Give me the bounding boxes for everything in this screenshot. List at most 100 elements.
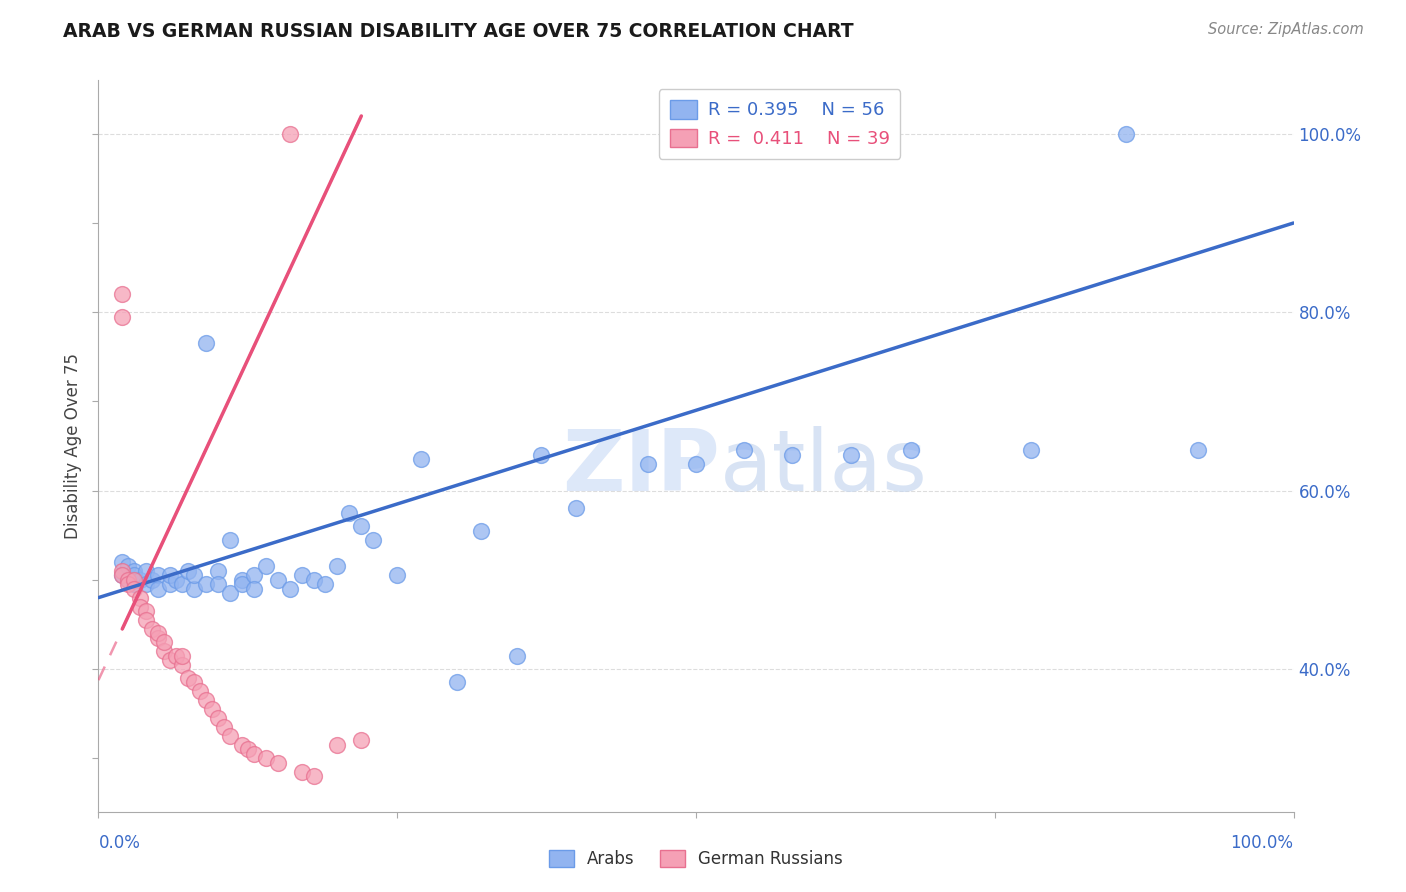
Point: [124, 573, 146, 587]
Point: [117, 577, 139, 591]
Point: [780, 448, 803, 462]
Point: [111, 310, 134, 324]
Point: [219, 729, 242, 743]
Point: [195, 693, 218, 707]
Point: [141, 573, 163, 587]
Point: [315, 577, 337, 591]
Point: [111, 564, 134, 578]
Point: [124, 582, 146, 596]
Point: [111, 568, 134, 582]
Point: [231, 573, 253, 587]
Point: [385, 568, 409, 582]
Point: [111, 568, 134, 582]
Point: [219, 586, 242, 600]
Point: [565, 501, 588, 516]
Point: [446, 675, 468, 690]
Point: [243, 582, 266, 596]
Point: [339, 506, 361, 520]
Point: [148, 568, 170, 582]
Point: [124, 564, 146, 578]
Point: [207, 577, 229, 591]
Text: 0.0%: 0.0%: [98, 834, 141, 852]
Y-axis label: Disability Age Over 75: Disability Age Over 75: [63, 353, 82, 539]
Point: [172, 648, 194, 663]
Point: [124, 577, 146, 591]
Point: [117, 559, 139, 574]
Point: [350, 519, 373, 533]
Point: [506, 648, 529, 663]
Point: [278, 582, 301, 596]
Point: [637, 457, 659, 471]
Point: [733, 443, 755, 458]
Point: [153, 644, 176, 658]
Point: [219, 533, 242, 547]
Point: [302, 573, 325, 587]
Point: [135, 577, 157, 591]
Text: ZIP: ZIP: [562, 426, 720, 509]
Text: atlas: atlas: [720, 426, 928, 509]
Point: [159, 568, 181, 582]
Point: [207, 564, 229, 578]
Point: [291, 764, 314, 779]
Point: [111, 287, 134, 301]
Point: [326, 738, 349, 752]
Point: [148, 626, 170, 640]
Point: [254, 751, 277, 765]
Point: [243, 747, 266, 761]
Point: [267, 573, 290, 587]
Point: [177, 671, 200, 685]
Point: [129, 573, 152, 587]
Point: [148, 582, 170, 596]
Point: [685, 457, 707, 471]
Point: [165, 573, 187, 587]
Point: [350, 733, 373, 747]
Point: [165, 648, 187, 663]
Point: [129, 591, 152, 605]
Point: [243, 568, 266, 582]
Point: [302, 769, 325, 783]
Point: [111, 555, 134, 569]
Point: [411, 452, 433, 467]
Point: [148, 631, 170, 645]
Point: [141, 622, 163, 636]
Point: [117, 573, 139, 587]
Point: [900, 443, 922, 458]
Point: [212, 720, 235, 734]
Point: [153, 635, 176, 649]
Point: [183, 675, 205, 690]
Point: [1115, 127, 1137, 141]
Point: [470, 524, 492, 538]
Point: [183, 582, 205, 596]
Point: [326, 559, 349, 574]
Point: [172, 577, 194, 591]
Point: [195, 336, 218, 351]
Point: [841, 448, 863, 462]
Text: Source: ZipAtlas.com: Source: ZipAtlas.com: [1208, 22, 1364, 37]
Point: [267, 756, 290, 770]
Point: [172, 657, 194, 672]
Point: [1019, 443, 1042, 458]
Point: [291, 568, 314, 582]
Point: [135, 613, 157, 627]
Point: [135, 564, 157, 578]
Point: [231, 577, 253, 591]
Point: [254, 559, 277, 574]
Point: [124, 568, 146, 582]
Point: [159, 653, 181, 667]
Point: [207, 711, 229, 725]
Point: [177, 564, 200, 578]
Point: [159, 577, 181, 591]
Point: [1187, 443, 1209, 458]
Point: [530, 448, 553, 462]
Point: [363, 533, 385, 547]
Point: [188, 684, 211, 698]
Point: [231, 738, 253, 752]
Point: [195, 577, 218, 591]
Point: [117, 573, 139, 587]
Legend: Arabs, German Russians: Arabs, German Russians: [541, 842, 851, 877]
Point: [236, 742, 259, 756]
Point: [135, 604, 157, 618]
Point: [278, 127, 301, 141]
Point: [183, 568, 205, 582]
Point: [129, 599, 152, 614]
